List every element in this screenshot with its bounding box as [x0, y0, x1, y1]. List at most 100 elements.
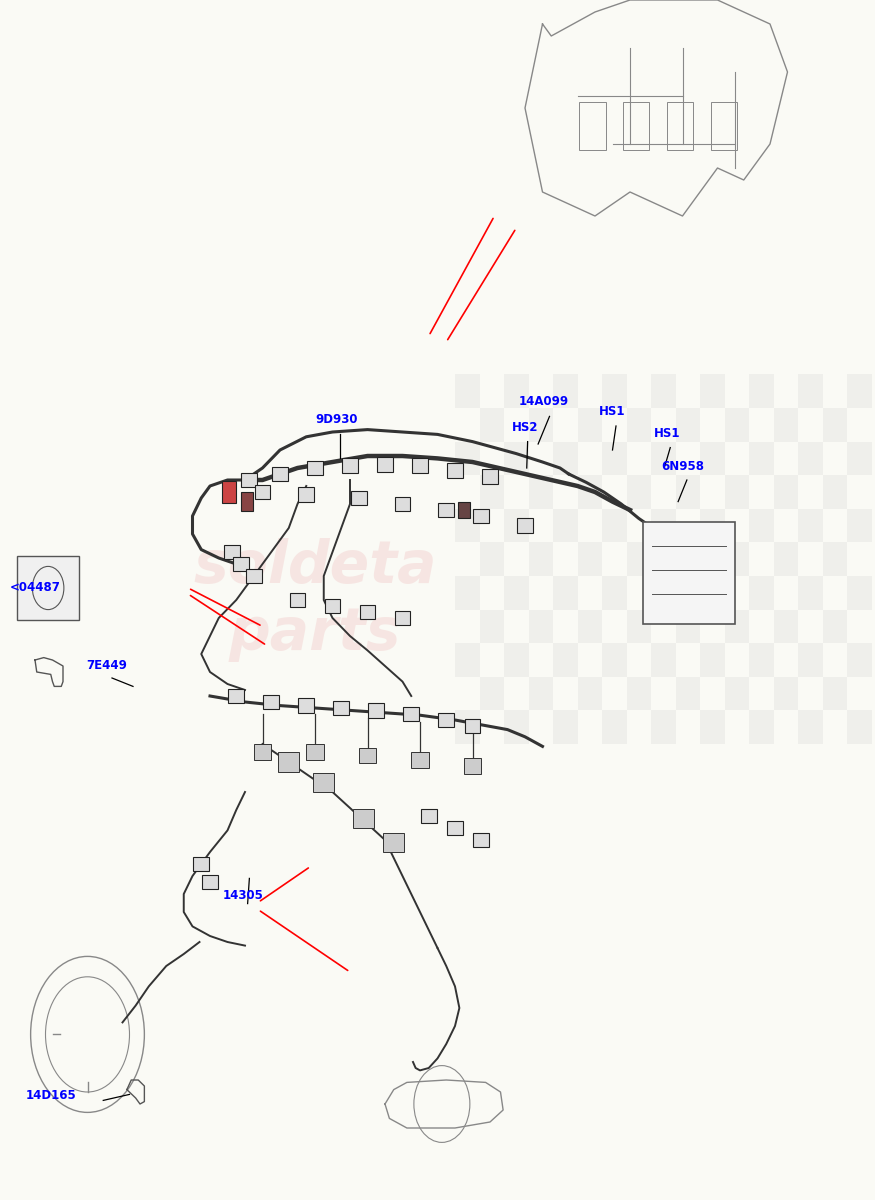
Bar	[202, 875, 218, 889]
Bar	[602, 710, 626, 744]
Text: HS2: HS2	[512, 421, 538, 434]
Bar	[298, 698, 314, 713]
Bar	[307, 461, 323, 475]
Bar	[412, 458, 428, 473]
Bar	[359, 748, 376, 763]
Bar	[676, 408, 700, 442]
Bar	[602, 442, 626, 475]
Bar	[749, 576, 774, 610]
Bar	[342, 458, 358, 473]
Text: 14A099: 14A099	[519, 395, 570, 408]
Text: 9D930: 9D930	[316, 413, 358, 426]
Bar	[626, 610, 651, 643]
Bar	[455, 710, 480, 744]
Bar	[651, 710, 676, 744]
FancyBboxPatch shape	[643, 522, 735, 624]
Bar	[438, 503, 454, 517]
Bar	[822, 542, 847, 576]
Text: HS1: HS1	[654, 427, 680, 440]
Bar	[578, 408, 602, 442]
Bar	[676, 610, 700, 643]
Bar	[528, 677, 553, 710]
Bar	[290, 593, 305, 607]
Bar	[724, 610, 749, 643]
Bar	[504, 576, 528, 610]
Bar	[700, 442, 724, 475]
Bar	[313, 773, 334, 792]
Bar	[351, 491, 367, 505]
Bar	[360, 605, 375, 619]
Bar	[798, 576, 822, 610]
Bar	[353, 809, 374, 828]
Bar	[553, 374, 578, 408]
Bar	[710, 102, 737, 150]
Bar	[724, 542, 749, 576]
Bar	[798, 374, 822, 408]
Text: <04487: <04487	[10, 581, 60, 594]
FancyBboxPatch shape	[17, 556, 79, 620]
Bar	[749, 509, 774, 542]
Bar	[774, 610, 798, 643]
Bar	[749, 374, 774, 408]
Bar	[528, 542, 553, 576]
Bar	[504, 442, 528, 475]
Bar	[455, 643, 480, 677]
Bar	[798, 710, 822, 744]
Bar	[798, 442, 822, 475]
Bar	[480, 677, 504, 710]
Bar	[667, 102, 693, 150]
Bar	[480, 408, 504, 442]
Bar	[774, 542, 798, 576]
Bar	[623, 102, 649, 150]
Bar	[504, 710, 528, 744]
Bar	[421, 809, 437, 823]
Bar	[553, 710, 578, 744]
Bar	[700, 710, 724, 744]
Bar	[602, 509, 626, 542]
Bar	[482, 469, 498, 484]
Bar	[651, 643, 676, 677]
Bar	[333, 701, 349, 715]
Text: 14D165: 14D165	[25, 1088, 76, 1102]
Bar	[651, 374, 676, 408]
Bar	[455, 374, 480, 408]
Bar	[255, 485, 270, 499]
Bar	[272, 467, 288, 481]
Bar	[700, 576, 724, 610]
Bar	[700, 643, 724, 677]
Bar	[578, 610, 602, 643]
Bar	[626, 542, 651, 576]
Bar	[602, 374, 626, 408]
Bar	[602, 643, 626, 677]
Bar	[504, 509, 528, 542]
Bar	[749, 643, 774, 677]
Bar	[395, 497, 410, 511]
Bar	[254, 744, 271, 760]
Bar	[676, 475, 700, 509]
Bar	[626, 677, 651, 710]
Bar	[368, 703, 384, 718]
Bar	[578, 475, 602, 509]
Bar	[306, 744, 324, 760]
Bar	[517, 518, 533, 533]
Bar	[847, 509, 872, 542]
Bar	[224, 545, 240, 559]
Bar	[749, 442, 774, 475]
Bar	[724, 475, 749, 509]
Bar	[847, 374, 872, 408]
Bar	[651, 576, 676, 610]
Bar	[464, 758, 481, 774]
Bar	[480, 610, 504, 643]
Bar	[222, 481, 236, 503]
Bar	[626, 475, 651, 509]
Bar	[458, 502, 470, 518]
Text: HS1: HS1	[599, 404, 626, 418]
Bar	[528, 610, 553, 643]
Text: 14305: 14305	[223, 889, 263, 902]
Bar	[847, 442, 872, 475]
Bar	[749, 710, 774, 744]
Bar	[676, 677, 700, 710]
Bar	[700, 509, 724, 542]
Bar	[465, 719, 480, 733]
Bar	[553, 442, 578, 475]
